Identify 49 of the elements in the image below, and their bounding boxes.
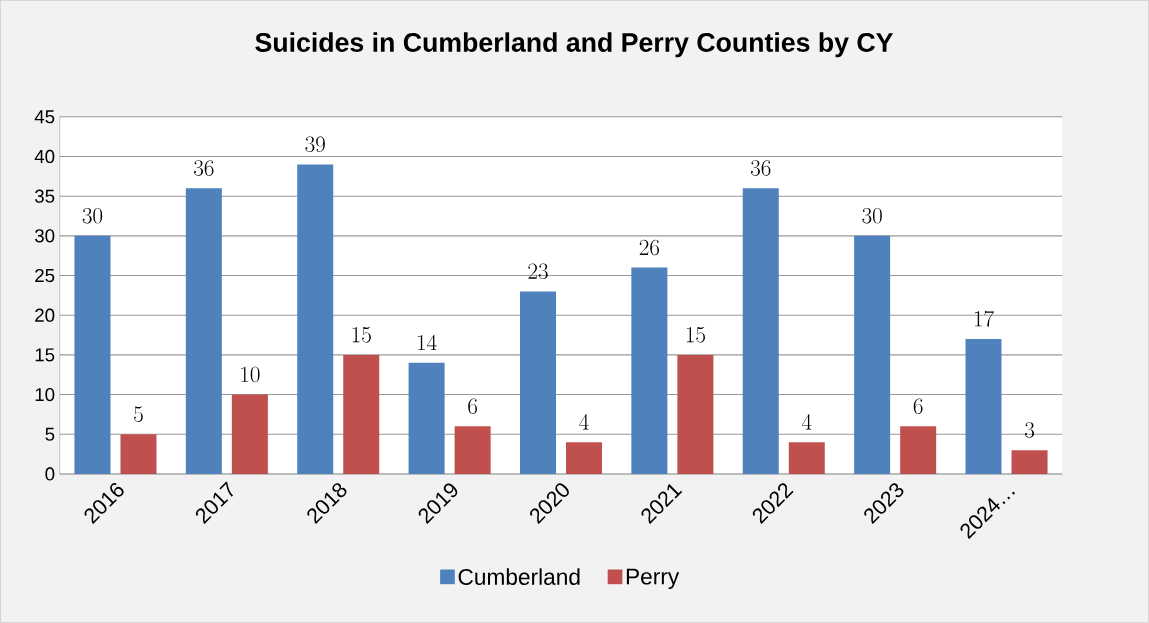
data-label: 26 — [639, 239, 660, 256]
bar — [742, 188, 779, 475]
bar — [900, 426, 937, 475]
data-label: 4 — [801, 414, 812, 430]
data-label: 17 — [974, 310, 994, 327]
bar — [74, 235, 111, 475]
bar — [297, 164, 334, 475]
data-label: 39 — [305, 136, 325, 153]
data-label: 14 — [418, 334, 437, 351]
data-label: 36 — [194, 160, 214, 177]
y-tick-label: 45 — [34, 110, 55, 124]
bar — [788, 442, 825, 475]
bar — [965, 339, 1002, 475]
bar — [231, 394, 268, 475]
chart-title: Suicides in Cumberland and Perry Counties by CY — [255, 32, 894, 58]
y-tick-label: 30 — [35, 229, 55, 243]
data-label: 15 — [352, 327, 371, 343]
bar — [566, 442, 603, 475]
y-tick-label: 0 — [45, 467, 55, 481]
y-tick-label: 5 — [45, 427, 55, 441]
data-label: 6 — [468, 398, 478, 415]
bar — [519, 291, 556, 475]
bar — [408, 362, 445, 475]
data-label: 30 — [82, 208, 103, 224]
y-tick-label: 15 — [35, 348, 55, 362]
legend-label: Perry — [626, 568, 680, 590]
bar — [343, 355, 380, 475]
legend-label: Cumberland — [458, 568, 580, 586]
data-label: 10 — [241, 366, 260, 383]
bar — [631, 267, 668, 475]
y-tick-label: 10 — [35, 388, 55, 402]
data-label: 15 — [686, 327, 705, 343]
bar — [854, 235, 891, 475]
y-tick-label: 35 — [35, 189, 55, 203]
bar — [677, 355, 714, 475]
bar — [120, 434, 157, 475]
data-label: 36 — [750, 160, 771, 177]
data-label: 23 — [528, 263, 548, 280]
bar — [1011, 450, 1048, 475]
data-label: 30 — [862, 208, 882, 224]
y-tick-label: 25 — [35, 269, 55, 283]
y-tick-label: 40 — [34, 149, 55, 164]
data-label: 4 — [579, 414, 589, 430]
bar — [185, 188, 222, 475]
data-label: 6 — [913, 398, 923, 415]
data-label: 5 — [134, 406, 143, 423]
y-tick-label: 20 — [35, 308, 55, 322]
data-label: 3 — [1025, 422, 1035, 438]
bar — [454, 426, 491, 475]
